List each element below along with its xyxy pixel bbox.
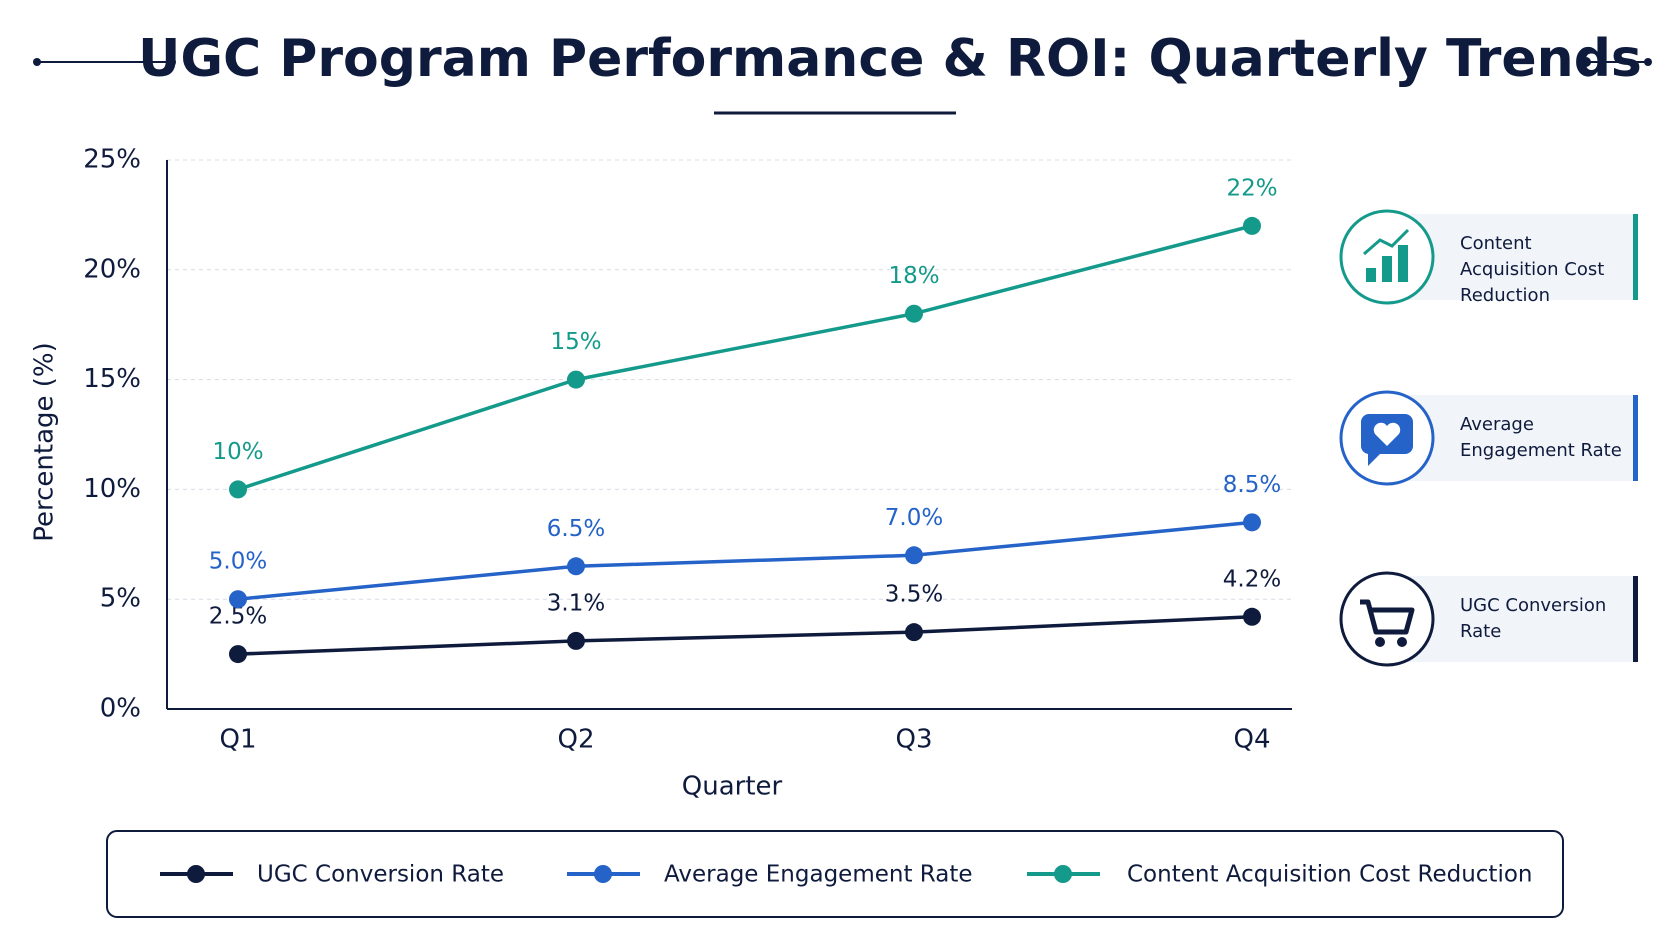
y-tick-label: 25% [83, 145, 141, 175]
data-point [905, 304, 923, 323]
data-point [229, 590, 247, 609]
icon [1360, 599, 1415, 635]
legend-marker [187, 865, 205, 883]
x-tick-label: Q4 [1233, 725, 1270, 755]
icon [1373, 422, 1401, 446]
y-tick-label: 15% [83, 364, 141, 394]
icon [1366, 268, 1376, 282]
series-line [237, 520, 1253, 601]
data-point [567, 370, 585, 389]
x-tick-label: Q3 [895, 725, 932, 755]
data-label: 18% [888, 263, 939, 289]
icon [1375, 637, 1385, 647]
x-tick-label: Q1 [219, 725, 256, 755]
data-point [1243, 607, 1261, 626]
card-accent [1633, 576, 1638, 662]
data-point [229, 480, 247, 499]
card-label: Content Acquisition Cost Reduction [1460, 233, 1605, 306]
series-line [237, 615, 1253, 656]
data-point [229, 645, 247, 664]
x-tick-label: Q2 [557, 725, 594, 755]
legend-marker [1054, 865, 1072, 883]
title-deco [1644, 58, 1652, 66]
data-point [1243, 216, 1261, 235]
legend-marker [594, 865, 612, 883]
legend-box [106, 830, 1564, 918]
series-line [237, 224, 1253, 492]
x-axis-label: Quarter [682, 772, 783, 802]
data-label: 22% [1226, 175, 1277, 201]
y-tick-label: 20% [83, 254, 141, 284]
card-icon-ring [1339, 571, 1435, 667]
y-tick-label: 10% [83, 474, 141, 504]
card-label: UGC Conversion Rate [1460, 595, 1607, 642]
icon [1382, 256, 1392, 282]
card-accent [1633, 395, 1638, 481]
data-point [1243, 513, 1261, 532]
y-tick-label: 0% [100, 694, 141, 724]
data-label: 8.5% [1223, 472, 1281, 498]
icon [1363, 228, 1410, 256]
data-point [567, 631, 585, 650]
y-tick-label: 5% [100, 584, 141, 614]
chart-title: UGC Program Performance & ROI: Quarterly… [138, 29, 1642, 89]
data-label: 3.5% [885, 582, 943, 608]
icon [1398, 245, 1408, 282]
card-accent [1633, 214, 1638, 300]
data-label: 3.1% [547, 590, 605, 616]
title-deco [1581, 57, 1591, 67]
data-point [905, 546, 923, 565]
legend-label: Average Engagement Rate [664, 862, 973, 888]
legend-label: Content Acquisition Cost Reduction [1127, 862, 1533, 888]
data-label: 10% [212, 439, 263, 465]
icon [1368, 452, 1382, 466]
data-label: 7.0% [885, 505, 943, 531]
data-point [567, 557, 585, 576]
data-label: 6.5% [547, 516, 605, 542]
title-deco [166, 57, 176, 67]
y-axis-label: Percentage (%) [30, 342, 60, 542]
legend-label: UGC Conversion Rate [257, 862, 504, 888]
data-label: 5.0% [209, 549, 267, 575]
card-label: Average Engagement Rate [1460, 414, 1622, 461]
data-point [905, 623, 923, 642]
data-label: 4.2% [1223, 566, 1281, 592]
title-deco [33, 58, 41, 66]
icon [1397, 637, 1407, 647]
data-label: 15% [550, 329, 601, 355]
